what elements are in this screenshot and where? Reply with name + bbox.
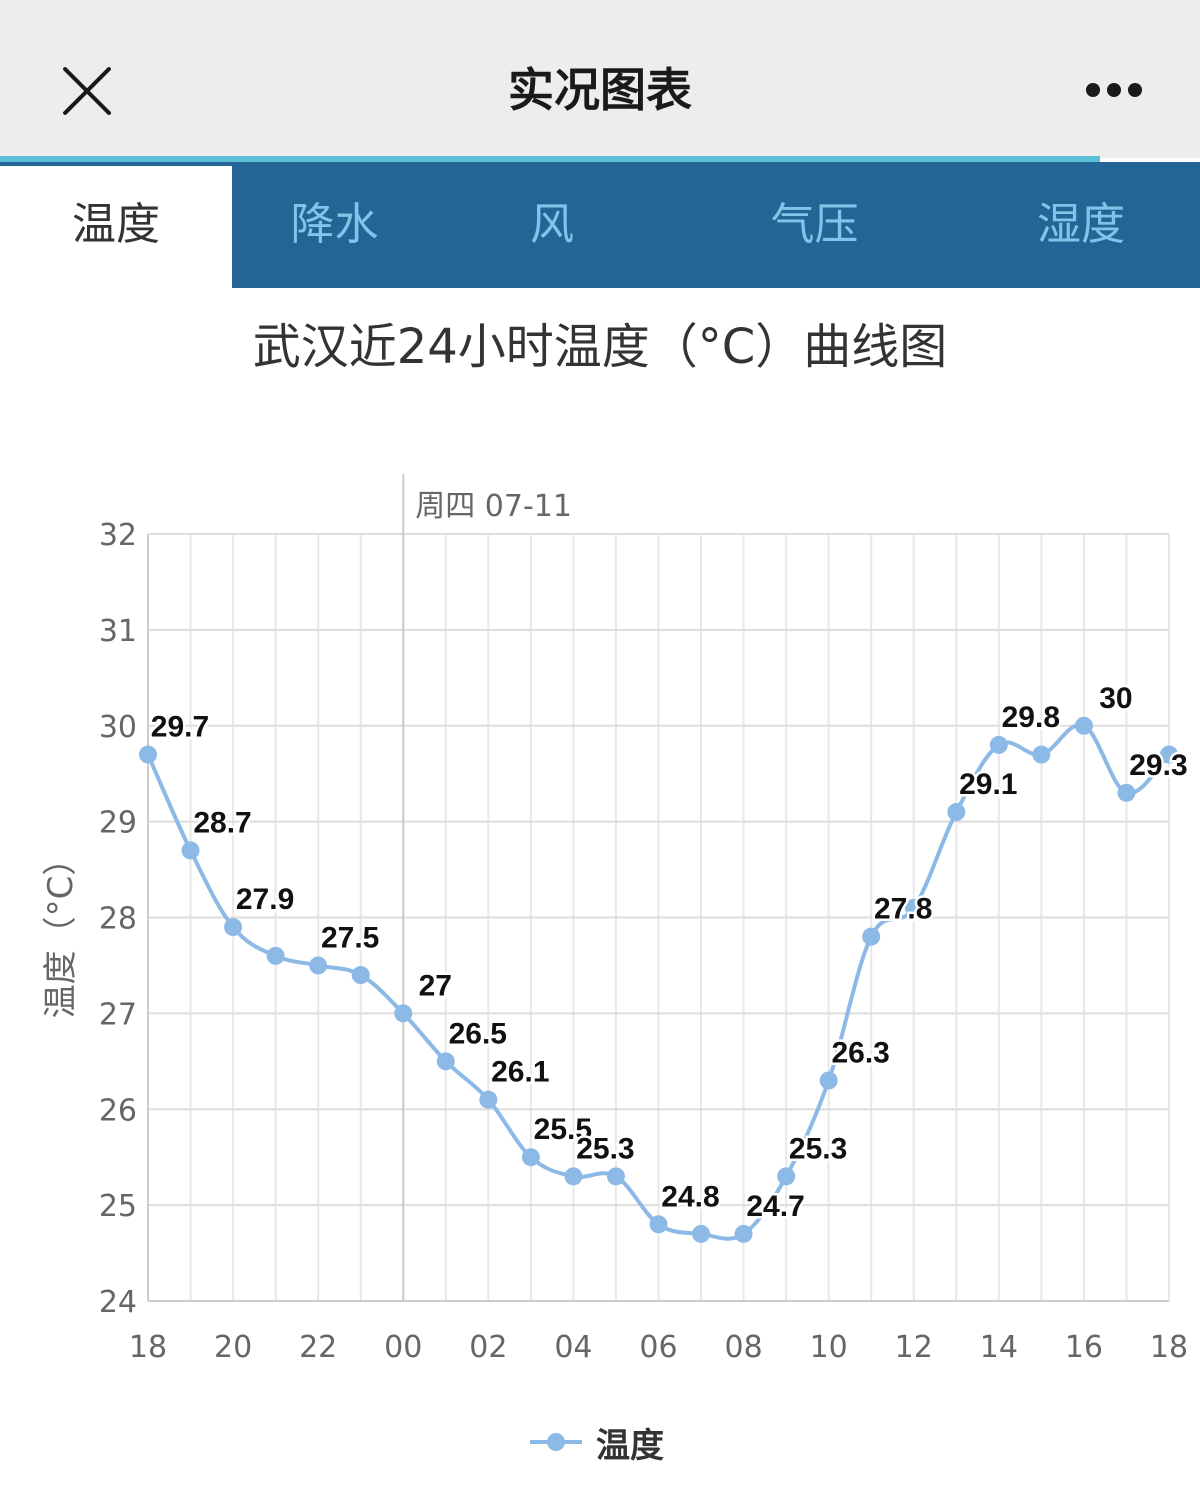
top-bar: 实况图表 [0, 0, 1200, 158]
x-tick-label: 08 [724, 1330, 762, 1365]
y-tick-label: 27 [99, 997, 137, 1032]
data-point [777, 1167, 796, 1186]
tab-precipitation[interactable]: 降水 [290, 199, 379, 250]
data-label: 26.3 [831, 1036, 889, 1069]
x-tick-label: 00 [384, 1330, 422, 1365]
y-tick-label: 32 [99, 518, 137, 553]
tab-bar: 温度 降水 风 气压 湿度 [0, 162, 1200, 288]
data-label: 28.7 [193, 806, 251, 839]
data-point [819, 1071, 838, 1090]
data-label: 27.8 [874, 893, 932, 926]
data-label: 27 [419, 969, 452, 1002]
x-tick-label: 10 [810, 1330, 848, 1365]
date-marker: 周四 07-11 [402, 474, 572, 1301]
x-tick-label: 16 [1065, 1330, 1103, 1365]
x-tick-label: 18 [1150, 1330, 1188, 1365]
data-label: 29.1 [959, 768, 1017, 801]
data-point [309, 956, 328, 975]
data-label: 27.9 [236, 883, 294, 916]
data-label: 24.7 [746, 1190, 804, 1223]
legend-marker [530, 1433, 582, 1451]
date-marker-label: 周四 07-11 [415, 489, 572, 524]
y-tick-label: 24 [99, 1285, 137, 1320]
data-point [1074, 716, 1093, 735]
data-point [862, 927, 881, 946]
chart-axes: 24 25 26 27 28 29 30 31 32 18 20 22 00 02 04 06 08 10 12 14… [99, 518, 1188, 1365]
data-point [224, 918, 243, 937]
data-point [564, 1167, 583, 1186]
tab-wind[interactable]: 风 [530, 199, 574, 250]
data-label: 26.1 [491, 1056, 549, 1089]
data-point [1032, 745, 1051, 764]
y-tick-label: 31 [99, 614, 137, 649]
tab-humidity[interactable]: 湿度 [1037, 199, 1125, 250]
data-label: 29.8 [1002, 701, 1060, 734]
data-point [181, 841, 200, 860]
data-label: 27.5 [321, 921, 379, 954]
x-tick-label: 18 [129, 1330, 167, 1365]
series-points [139, 716, 1178, 1243]
legend-item-temperature[interactable]: 温度 [530, 1418, 664, 1466]
data-point [947, 803, 966, 822]
progress-bar [0, 156, 1100, 162]
data-point [521, 1148, 540, 1167]
y-axis-label: 温度（°C） [41, 842, 81, 1019]
chart-title: 武汉近24小时温度（°C）曲线图 [252, 319, 948, 375]
tab-temperature[interactable]: 温度 [0, 166, 232, 288]
y-tick-label: 25 [99, 1189, 137, 1224]
page-title: 实况图表 [508, 63, 692, 117]
data-point [266, 946, 285, 965]
legend-label: 温度 [596, 1425, 664, 1466]
y-tick-label: 26 [99, 1093, 137, 1128]
x-tick-label: 12 [895, 1330, 933, 1365]
data-point [139, 745, 157, 764]
data-label: 25.3 [576, 1132, 634, 1165]
x-tick-label: 20 [214, 1330, 252, 1365]
data-point [436, 1052, 455, 1071]
data-point [1117, 783, 1136, 802]
x-tick-label: 06 [639, 1330, 677, 1365]
data-point [1160, 745, 1178, 764]
data-point [989, 735, 1008, 754]
data-point [351, 966, 370, 985]
x-tick-label: 14 [980, 1330, 1018, 1365]
data-point [649, 1215, 668, 1234]
y-tick-label: 29 [99, 806, 137, 841]
data-point [734, 1224, 753, 1243]
x-tick-label: 04 [554, 1330, 592, 1365]
data-point [692, 1224, 711, 1243]
y-tick-label: 28 [99, 902, 137, 937]
more-icon[interactable] [1082, 80, 1146, 102]
data-label: 29.7 [151, 711, 209, 744]
tab-pressure[interactable]: 气压 [770, 199, 859, 250]
data-label: 25.3 [789, 1132, 847, 1165]
data-point [394, 1004, 413, 1023]
data-point [479, 1090, 498, 1109]
data-label: 29.3 [1129, 749, 1187, 782]
temperature-chart: 24 25 26 27 28 29 30 31 32 18 20 22 00 02 04 06 08 10 12 14… [41, 474, 1190, 1365]
data-label: 26.5 [449, 1017, 507, 1050]
x-tick-label: 22 [299, 1330, 337, 1365]
data-label: 24.8 [661, 1180, 719, 1213]
x-tick-label: 02 [469, 1330, 507, 1365]
data-label: 25.5 [534, 1113, 592, 1146]
data-point [606, 1167, 625, 1186]
data-label: 30 [1099, 682, 1132, 715]
y-tick-label: 30 [99, 710, 137, 745]
chart-grid [147, 533, 1170, 1302]
data-point [904, 898, 923, 917]
